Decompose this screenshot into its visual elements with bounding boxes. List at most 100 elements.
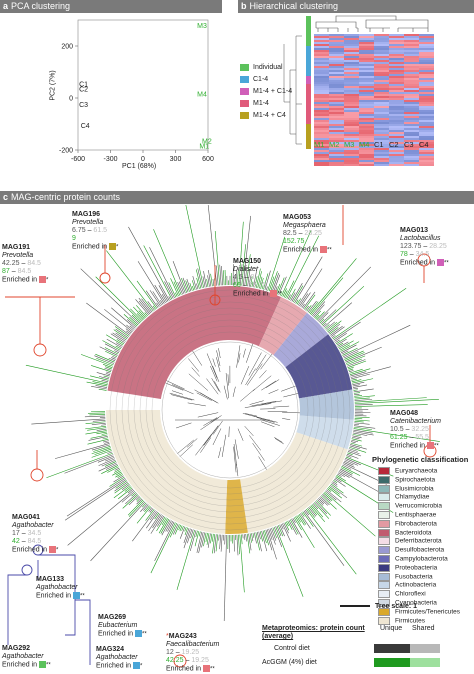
control-shared-count: 84.5 <box>27 260 41 267</box>
tree-branch <box>202 425 219 447</box>
protein-count-bar <box>104 343 120 352</box>
tree-branch <box>188 373 209 391</box>
acggm-count: 152.75 <box>283 238 305 245</box>
tree-branch <box>191 367 200 377</box>
heatmap-cell <box>419 46 434 48</box>
protein-count-bar <box>115 471 122 476</box>
tree-ring-line <box>139 319 321 501</box>
protein-count-bar <box>349 368 371 375</box>
heatmap-cell <box>419 142 434 144</box>
protein-count-bar <box>102 340 121 351</box>
heatmap-cell <box>374 62 389 64</box>
protein-count-bar <box>115 342 123 347</box>
protein-count-bar <box>292 517 296 523</box>
heatmap-cell <box>344 94 359 96</box>
protein-count-bar <box>102 364 113 368</box>
heatmap-col-labels: M1 M2 M3 M4 C1 C2 C3 C4 <box>312 140 472 152</box>
heatmap-cell <box>314 34 329 36</box>
heatmap-side-mc4 <box>306 124 311 149</box>
heatmap-cell <box>419 124 434 126</box>
heatmap-cell <box>329 88 344 90</box>
protein-count-bar <box>340 341 360 352</box>
protein-count-bar <box>334 333 347 342</box>
protein-count-bar <box>329 327 339 335</box>
heatmap-cell <box>314 48 329 50</box>
protein-count-bar <box>347 360 367 368</box>
heatmap-cell <box>419 40 434 42</box>
heatmap-cell <box>314 152 329 154</box>
protein-count-bar <box>354 419 370 422</box>
heatmap-cell <box>359 66 374 68</box>
protein-count-bar <box>129 316 139 326</box>
protein-count-bar <box>308 507 317 517</box>
tree-branch <box>169 392 195 401</box>
heatmap-col-label-m3: M3 <box>344 140 355 149</box>
protein-count-bar <box>233 534 235 552</box>
heatmap-cell <box>329 50 344 52</box>
heatmap-cell <box>359 56 374 58</box>
protein-count-bar <box>161 294 168 303</box>
heatmap-cell <box>329 114 344 116</box>
protein-count-bar <box>353 387 359 390</box>
control-count: 123.75 <box>400 243 422 250</box>
protein-count-bar <box>213 534 217 554</box>
protein-count-bar <box>185 205 204 288</box>
panel-c-title: MAG-centric protein counts <box>11 192 121 202</box>
heatmap-cell <box>374 140 389 142</box>
heatmap-cell <box>329 90 344 92</box>
control-count: 4.5 <box>233 274 243 281</box>
tree-branch <box>244 403 272 408</box>
mag-callout-mag324: MAG324 Agathobacter Enriched in * <box>96 646 142 670</box>
mag-id: MAG292 <box>2 645 31 652</box>
legend-swatch <box>240 99 249 107</box>
heatmap-cell <box>404 66 419 68</box>
heatmap-cell <box>374 56 389 58</box>
mag-callout-mag269: MAG269 Eubacterium Enriched in ** <box>98 614 147 638</box>
heatmap-cell <box>404 162 419 164</box>
heatmap-cell <box>389 90 404 92</box>
heatmap-cell <box>374 92 389 94</box>
mag-genus: Eubacterium <box>98 622 138 629</box>
heatmap-cell <box>359 100 374 102</box>
enriched-label: Enriched in <box>2 661 38 669</box>
heatmap-cell <box>314 142 329 144</box>
protein-count-bar <box>181 525 184 531</box>
heatmap-cell <box>314 38 329 40</box>
heatmap-cell <box>374 98 389 100</box>
protein-count-bar <box>271 272 280 293</box>
heatmap-legend-item: M1-4 <box>240 98 292 110</box>
heatmap-cell <box>374 80 389 82</box>
heatmap-cell <box>344 148 359 150</box>
protein-count-bar <box>351 439 359 443</box>
heatmap-cell <box>404 46 419 48</box>
heatmap-cell <box>329 76 344 78</box>
class-legend-item: Firmicutes/Tenericutes <box>378 607 460 617</box>
heatmap-cell <box>359 156 374 158</box>
heatmap-cell <box>374 90 389 92</box>
protein-count-bar <box>331 482 338 487</box>
protein-count-bar <box>121 484 130 490</box>
heatmap-cell <box>374 74 389 76</box>
heatmap-cell <box>419 160 434 162</box>
protein-count-bar <box>106 250 154 312</box>
protein-count-bar <box>354 399 373 401</box>
protein-count-bar <box>223 534 227 621</box>
heatmap-cell <box>329 132 344 134</box>
heatmap-cell <box>374 34 389 36</box>
heatmap-cell <box>374 132 389 134</box>
tree-branch <box>249 400 264 405</box>
protein-count-bar <box>338 341 349 348</box>
enriched-label: Enriched in <box>400 259 436 267</box>
heatmap-cell <box>344 56 359 58</box>
protein-count-bar <box>141 298 153 313</box>
class-legend-item: Verrucomicrobia <box>378 502 442 511</box>
protein-count-bar <box>94 355 115 364</box>
protein-count-bar <box>138 300 151 315</box>
heatmap-cell <box>344 106 359 108</box>
heatmap-cell <box>404 138 419 140</box>
heatmap-cell <box>329 66 344 68</box>
heatmap-cell <box>359 144 374 146</box>
heatmap-cell <box>359 118 374 120</box>
protein-count-bar <box>136 313 144 321</box>
protein-count-bar <box>337 473 342 477</box>
